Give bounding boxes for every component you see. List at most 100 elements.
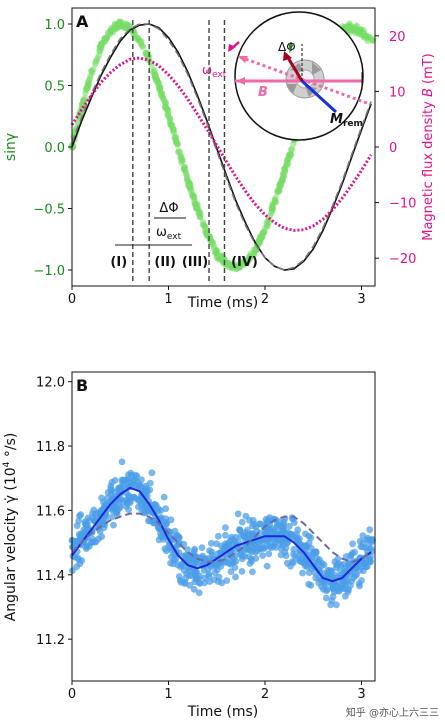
angular-velocity-data-point [290, 545, 298, 553]
rotated-b-arrowhead [238, 56, 248, 63]
sin-gamma-data-point [86, 75, 94, 82]
angular-velocity-data-point [159, 532, 167, 540]
delta-phi-arrow [285, 55, 304, 82]
sin-gamma-data-point [112, 25, 119, 32]
angular-velocity-data-point [323, 587, 330, 594]
x-tick-label: 0 [68, 687, 76, 702]
angular-velocity-data-point [201, 574, 209, 582]
angular-velocity-data-point [193, 568, 201, 576]
angular-velocity-data-point [333, 601, 340, 609]
angular-velocity-data-point [349, 540, 356, 548]
sin-gamma-data-point [69, 144, 76, 151]
sin-gamma-data-point [280, 173, 288, 180]
panel-a-left-axis-label: sinγ [3, 133, 19, 161]
sin-gamma-model-curve [71, 23, 372, 271]
annotation-denominator: ωext [156, 225, 182, 242]
right-tick-label: 0 [389, 141, 397, 156]
angular-velocity-data-point [234, 510, 242, 518]
angular-velocity-data-point [356, 582, 363, 590]
angular-velocity-data-point [238, 518, 246, 526]
angular-velocity-data-point [266, 542, 273, 550]
sin-gamma-data-point [137, 39, 144, 46]
panel-b-y-axis-ticks: 12.0 11.8 11.6 11.4 11.2 [36, 376, 72, 648]
angular-velocity-data-point [129, 482, 137, 489]
x-tick-label: 1 [164, 292, 172, 307]
rotor-inset-diagram: ΔΦ γ ωext B Mrem [202, 11, 368, 141]
sin-gamma-data-point [202, 223, 209, 231]
sin-gamma-data-point [207, 236, 214, 244]
inset-gamma-label: γ [287, 39, 295, 53]
fit-curve [71, 486, 372, 583]
angular-velocity-data-point [118, 476, 126, 484]
panel-a-x-axis-ticks: 0 1 2 3 [68, 286, 366, 307]
sin-gamma-data-point [151, 67, 158, 74]
angular-velocity-data-point [265, 550, 273, 558]
x-tick-label: 2 [261, 687, 269, 702]
angular-velocity-data-point [329, 593, 337, 600]
sin-gamma-data-point [84, 83, 91, 90]
angular-velocity-data-point [89, 535, 97, 543]
delta-phi-arrowhead [283, 51, 292, 61]
angular-velocity-data-point [148, 469, 156, 477]
angular-velocity-data-point [82, 545, 90, 552]
angular-velocity-data-point [299, 569, 306, 577]
x-tick-label: 3 [357, 687, 365, 702]
left-tick-label: 0.0 [44, 141, 65, 156]
angular-velocity-data-point [215, 532, 222, 540]
phase-marker-label: (I) [110, 255, 127, 270]
panel-a-right-axis-ticks: 20 10 0 −10 −20 [375, 30, 416, 267]
angular-velocity-data-point [101, 509, 109, 517]
angular-velocity-data-point [294, 555, 302, 562]
angular-velocity-data-point [179, 562, 187, 570]
angular-velocity-data-point [245, 553, 253, 561]
angular-velocity-data-point [287, 562, 294, 570]
angular-velocity-data-point [170, 560, 177, 568]
sin-gamma-data-point [269, 206, 276, 213]
angular-velocity-data-point [359, 532, 367, 540]
sin-gamma-data-point [169, 125, 177, 133]
angular-velocity-data-point [342, 592, 349, 600]
sin-gamma-data-point [369, 35, 376, 42]
angular-velocity-data-point [238, 568, 246, 575]
angular-velocity-data-point [213, 540, 220, 548]
angular-velocity-data-point [307, 544, 315, 552]
angular-velocity-data-point [340, 579, 348, 587]
angular-velocity-data-point [248, 522, 256, 530]
angular-velocity-data-point [162, 505, 170, 513]
phase-marker-label: (III) [182, 255, 208, 270]
angular-velocity-data-point [327, 601, 335, 609]
angular-velocity-data-point [190, 585, 198, 593]
angular-velocity-data-point [222, 524, 229, 531]
angular-velocity-data-point [167, 516, 175, 524]
angular-velocity-data-point [307, 534, 315, 542]
angular-velocity-data-point [358, 577, 365, 584]
angular-velocity-data-point [345, 586, 352, 593]
x-tick-label: 1 [164, 687, 172, 702]
left-tick-label: 1.0 [44, 18, 65, 33]
sin-gamma-data-point [281, 166, 288, 173]
sin-gamma-data-point [155, 79, 162, 86]
angular-velocity-data-point [151, 500, 159, 508]
angular-velocity-data-point [150, 519, 158, 527]
phase-marker-label: (IV) [231, 255, 258, 270]
angular-velocity-data-point [362, 544, 370, 552]
watermark: 知乎 @亦心上六三三 [345, 708, 439, 719]
panel-b: B 12.0 11.8 11.6 11.4 11.2 0 1 2 3 Angular velo… [2, 371, 376, 720]
angular-velocity-data-point [366, 526, 374, 534]
sin-gamma-data-point [197, 213, 204, 220]
sin-gamma-data-point [212, 248, 220, 255]
panel-a-letter: A [76, 12, 89, 31]
sin-gamma-data-point [172, 135, 179, 143]
right-tick-label: −20 [389, 252, 416, 267]
sin-gamma-data-point [166, 114, 174, 122]
angular-velocity-data-point [320, 561, 328, 568]
x-tick-label: 2 [261, 292, 269, 307]
angular-velocity-data-point [96, 528, 104, 535]
angular-velocity-data-point [232, 557, 240, 565]
sin-gamma-data-point [257, 238, 264, 245]
angular-velocity-data-point [366, 558, 374, 566]
left-tick-label: 0.5 [44, 79, 65, 94]
angular-velocity-data-point [232, 573, 239, 581]
angular-velocity-data-point [294, 526, 302, 534]
sin-gamma-data-point [181, 167, 189, 174]
